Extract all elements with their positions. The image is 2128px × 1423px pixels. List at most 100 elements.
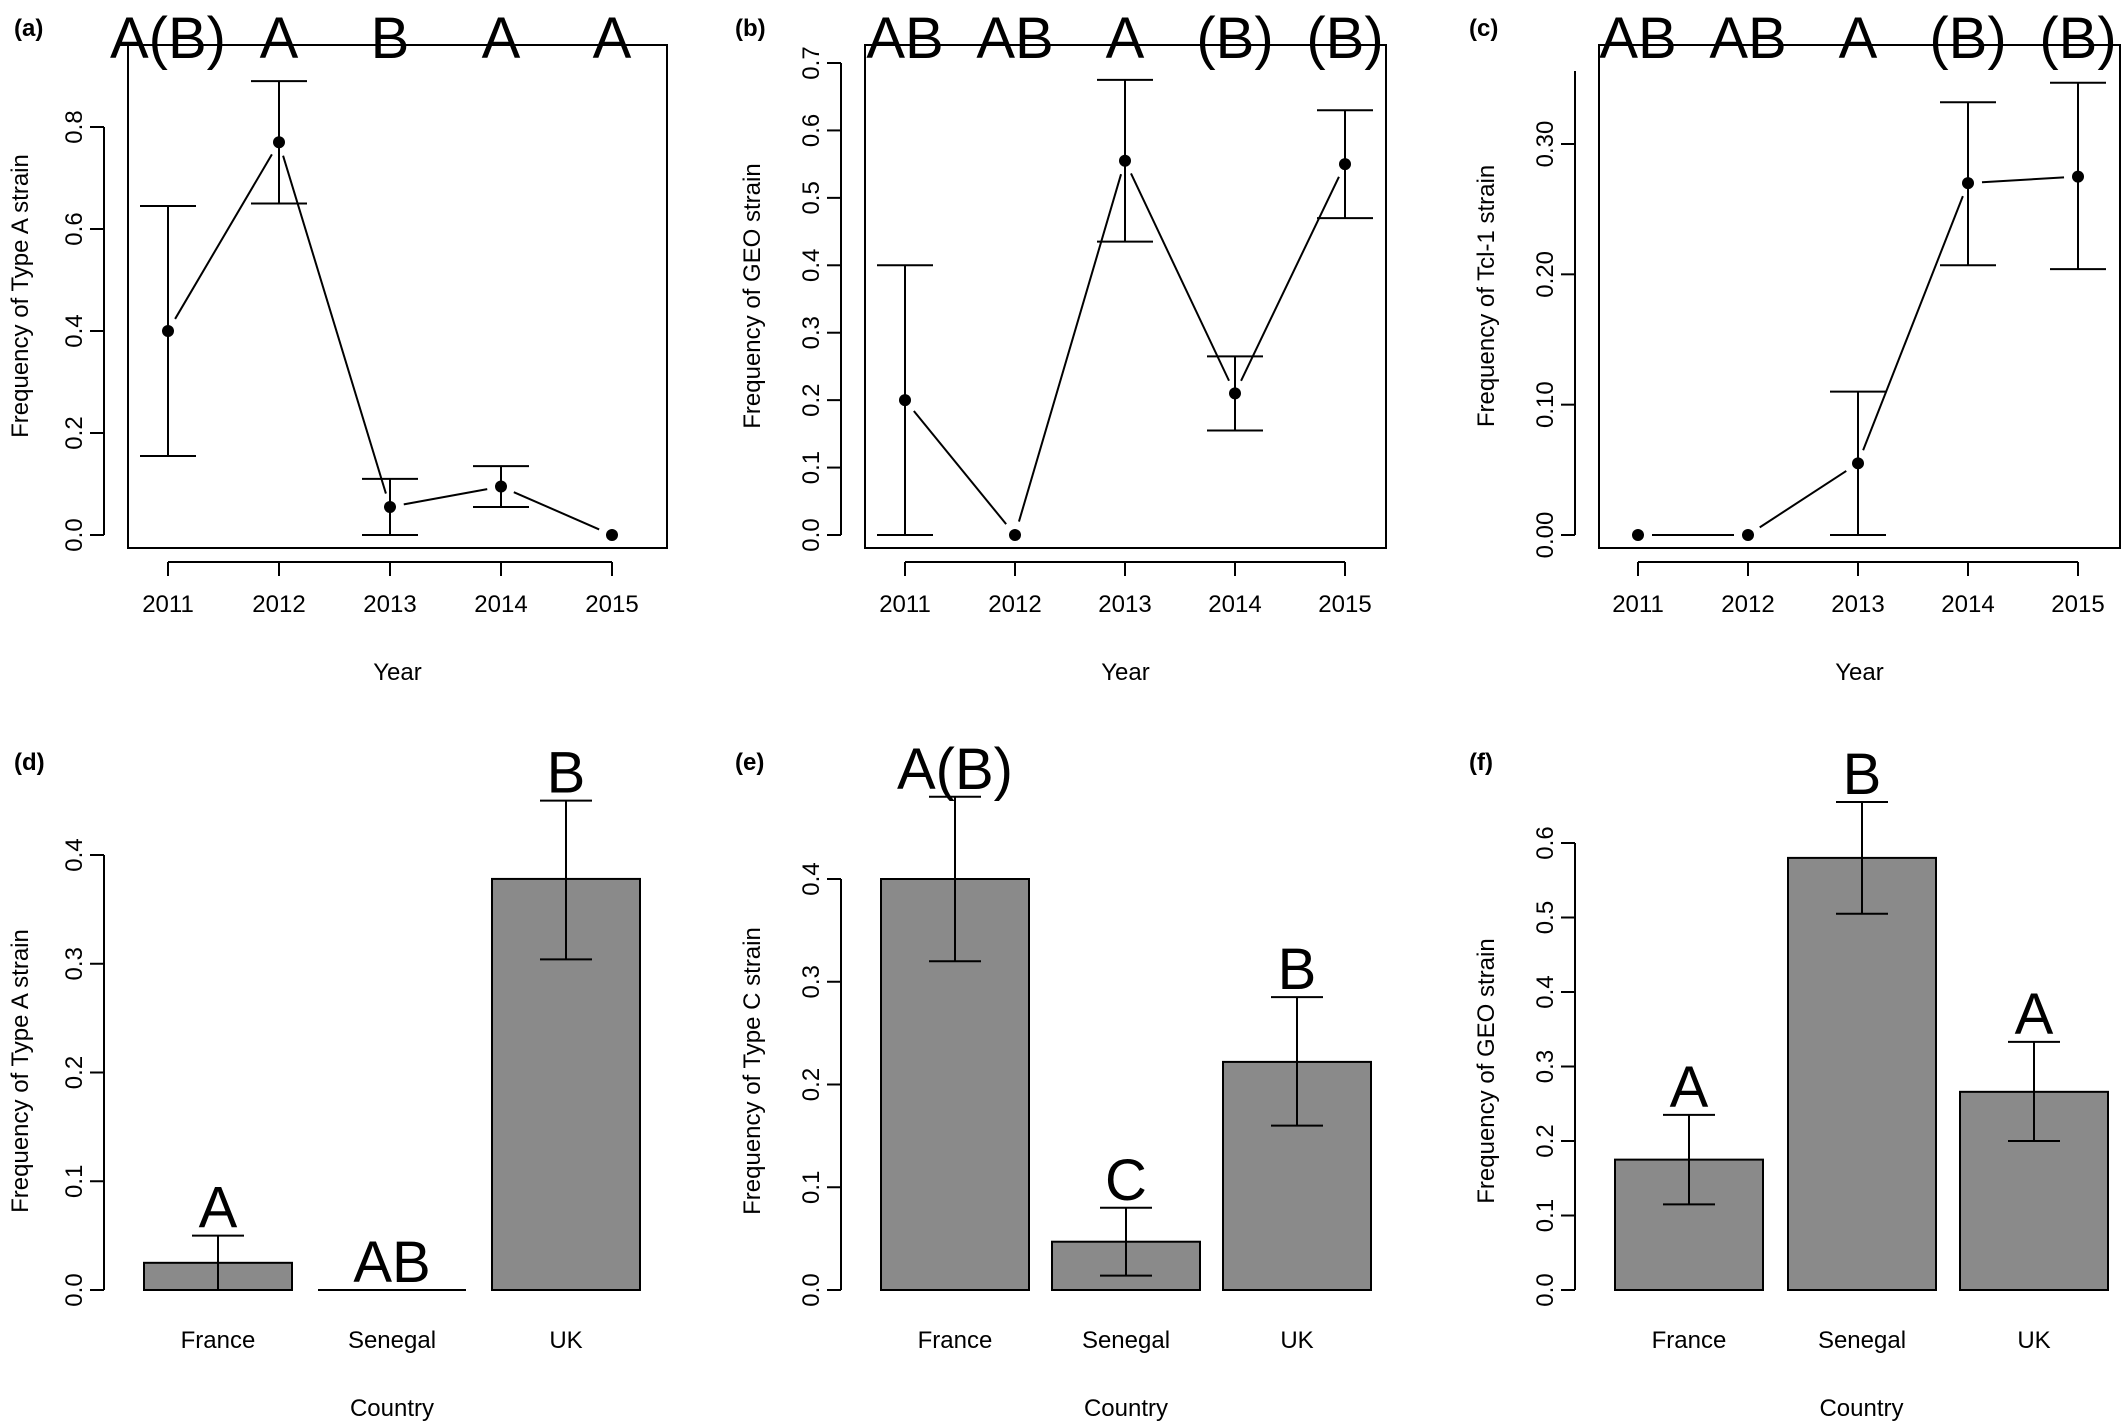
- data-point: [1742, 529, 1754, 541]
- panel-label: (d): [14, 749, 45, 776]
- x-tick-label: 2011: [879, 591, 931, 618]
- data-point: [1229, 387, 1241, 400]
- y-tick-label: 0.1: [798, 1171, 825, 1204]
- panel-a: (a) 0.0 0.2 0.4 0.6 0.8 2011 2012 2013 2014 2015 Ye…: [7, 6, 668, 686]
- x-tick-label: 2014: [474, 591, 527, 618]
- y-axis-title: Frequency of GEO strain: [1473, 938, 1500, 1203]
- bar: [1787, 856, 1937, 1292]
- series-line-segment: [1017, 173, 1123, 522]
- panel-e: (e) 0.0 0.1 0.2 0.3 0.4 France Senegal UK Country…: [735, 737, 1372, 1422]
- significance-letter: AB: [1709, 6, 1786, 71]
- y-tick-label: 0.6: [798, 114, 825, 147]
- panel-label: (a): [14, 15, 43, 42]
- x-tick-label: 2013: [363, 591, 416, 618]
- y-tick-label: 0.6: [1532, 826, 1559, 859]
- significance-letter: AB: [353, 1230, 430, 1295]
- series-line-segment: [913, 410, 1007, 525]
- significance-letter: (B): [1196, 6, 1273, 71]
- y-axis-title: Frequency of Type A strain: [7, 154, 34, 438]
- x-axis-title: Year: [373, 659, 422, 686]
- x-tick-label: 2011: [1612, 591, 1664, 618]
- x-tick-label: 2015: [585, 591, 638, 618]
- data-point: [1632, 529, 1644, 541]
- y-tick-label: 0.20: [1532, 251, 1559, 298]
- y-tick-label: 0.6: [61, 212, 88, 245]
- series-line-segment: [1759, 470, 1847, 529]
- series-line-segment: [282, 155, 387, 494]
- y-tick-label: 0.0: [61, 1273, 88, 1306]
- x-tick-label: Senegal: [348, 1327, 436, 1354]
- x-axis-title: Country: [350, 1395, 434, 1422]
- data-point: [606, 529, 618, 541]
- significance-letter: AB: [976, 6, 1053, 71]
- significance-letter: B: [1278, 937, 1317, 1002]
- x-tick-label: 2014: [1941, 591, 1994, 618]
- y-tick-label: 0.2: [1532, 1124, 1559, 1157]
- significance-letter: B: [371, 6, 410, 71]
- significance-letter: A: [1839, 6, 1878, 71]
- y-tick-label: 0.7: [798, 46, 825, 79]
- data-point: [899, 394, 911, 407]
- y-axis-title: Frequency of Type A strain: [7, 929, 34, 1213]
- panel-c: (c) 0.00 0.10 0.20 0.30 2011 2012 2013 2014 2015 Y…: [1469, 6, 2121, 686]
- x-tick-label: 2013: [1831, 591, 1884, 618]
- y-tick-label: 0.2: [798, 1068, 825, 1101]
- y-tick-label: 0.1: [61, 1165, 88, 1198]
- y-tick-label: 0.5: [798, 181, 825, 214]
- series-line-segment: [1862, 195, 1964, 451]
- data-point: [384, 500, 396, 513]
- x-tick-label: France: [918, 1327, 993, 1354]
- significance-letter: A: [199, 1176, 238, 1241]
- data-point: [1119, 154, 1131, 167]
- y-tick-label: 0.4: [61, 838, 88, 871]
- x-tick-label: 2015: [2051, 591, 2104, 618]
- significance-letter: A: [1106, 6, 1145, 71]
- x-tick-label: France: [1652, 1327, 1727, 1354]
- y-tick-label: 0.3: [1532, 1050, 1559, 1083]
- significance-letter: (B): [2039, 6, 2116, 71]
- significance-letter: C: [1105, 1148, 1147, 1213]
- y-tick-label: 0.4: [798, 862, 825, 895]
- x-tick-label: 2012: [1721, 591, 1774, 618]
- series-line-segment: [1240, 176, 1340, 382]
- significance-letter: AB: [1599, 6, 1676, 71]
- x-axis-title: Year: [1101, 659, 1150, 686]
- x-tick-label: UK: [549, 1327, 582, 1354]
- data-point: [1962, 177, 1974, 190]
- data-point: [495, 480, 507, 493]
- data-point: [2072, 170, 2084, 183]
- data-point: [1852, 457, 1864, 470]
- x-axis-title: Country: [1084, 1395, 1168, 1422]
- series-line-segment: [1130, 173, 1230, 382]
- x-tick-label: 2012: [252, 591, 305, 618]
- y-tick-label: 0.0: [798, 1273, 825, 1306]
- significance-letter: A: [593, 6, 632, 71]
- y-tick-label: 0.00: [1532, 512, 1559, 559]
- panel-d: (d) 0.0 0.1 0.2 0.3 0.4 France Senegal UK Country…: [7, 741, 641, 1422]
- significance-letter: A(B): [110, 6, 226, 71]
- data-point: [1009, 529, 1021, 541]
- plot-frame: [864, 44, 1387, 549]
- x-tick-label: 2013: [1098, 591, 1151, 618]
- series-line-segment: [1981, 176, 2065, 184]
- panel-label: (f): [1469, 749, 1493, 776]
- x-tick-label: UK: [2017, 1327, 2050, 1354]
- x-tick-label: UK: [1280, 1327, 1313, 1354]
- plot-frame: [127, 44, 668, 549]
- panel-f: (f) 0.0 0.1 0.2 0.3 0.4 0.5 0.6 France Senegal UK C…: [1469, 742, 2109, 1422]
- y-tick-label: 0.3: [798, 965, 825, 998]
- panel-b: (b) 0.0 0.1 0.2 0.3 0.4 0.5 0.6 0.7 2011 2012 2013 2…: [735, 6, 1387, 686]
- significance-letter: (B): [1306, 6, 1383, 71]
- significance-letter: B: [1843, 742, 1882, 807]
- y-axis-title: Frequency of Tcl-1 strain: [1473, 165, 1500, 427]
- panel-label: (e): [735, 749, 764, 776]
- x-tick-label: Senegal: [1818, 1327, 1906, 1354]
- significance-letter: B: [547, 741, 586, 806]
- data-point: [273, 136, 285, 149]
- significance-letter: A: [2015, 982, 2054, 1047]
- y-tick-label: 0.4: [61, 314, 88, 347]
- y-axis-title: Frequency of GEO strain: [739, 163, 766, 428]
- y-tick-label: 0.2: [61, 1056, 88, 1089]
- y-tick-label: 0.5: [1532, 901, 1559, 934]
